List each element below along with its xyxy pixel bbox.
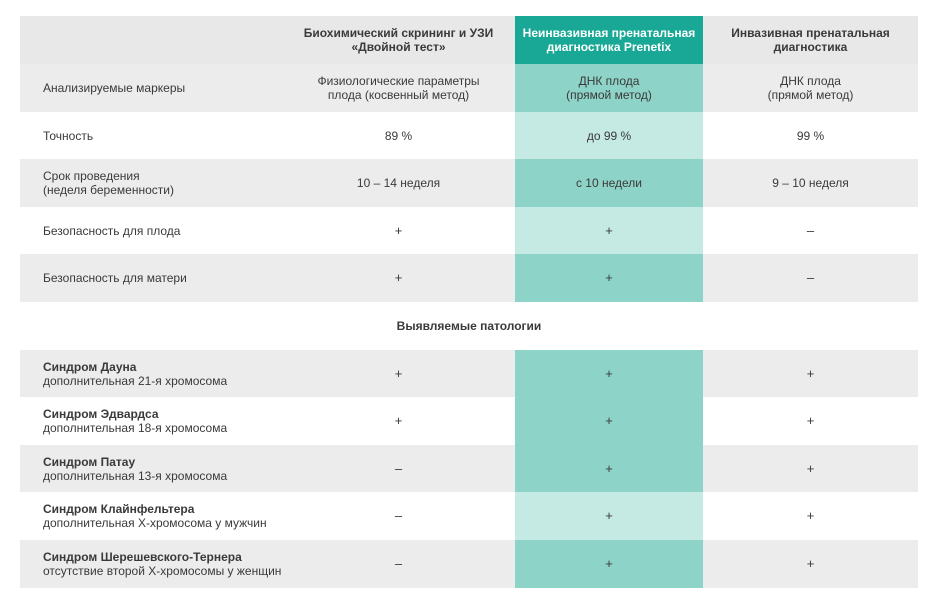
row-value-double-test: + [394, 222, 403, 238]
row-value-double-test: 89 % [384, 128, 413, 143]
pathology-desc: дополнительная 13-я хромосома [43, 468, 228, 483]
table-row: Синдром Эдвардса дополнительная 18-я хром… [20, 397, 918, 445]
row-value-invasive: 9 – 10 неделя [703, 159, 918, 207]
table-header: Биохимический скрининг и УЗИ «Двойной те… [20, 16, 918, 64]
row-value-prenetix: + [515, 207, 703, 254]
table-row: Синдром Патау дополнительная 13-я хромосо… [20, 445, 918, 492]
table-row: Точность 89 % до 99 % 99 % [20, 112, 918, 159]
row-value-prenetix: ДНК плода (прямой метод) [515, 64, 703, 112]
row-value-prenetix: + [515, 254, 703, 302]
table-row: Срок проведения (неделя беременности) 10… [20, 159, 918, 207]
row-value-double-test: + [282, 350, 515, 397]
row-value-prenetix: + [515, 445, 703, 492]
row-value-invasive: + [703, 540, 918, 588]
pathology-desc: дополнительная 18-я хромосома [43, 421, 228, 435]
row-value-double-test: + [282, 254, 515, 302]
row-label: Срок проведения (неделя беременности) [20, 159, 282, 207]
pathology-label: Синдром Шерешевского-Тернера отсутствие в… [20, 540, 282, 588]
row-value-invasive: + [703, 445, 918, 492]
table-row: Анализируемые маркеры Физиологические па… [20, 64, 918, 112]
header-empty-cell [20, 16, 282, 64]
row-value-invasive: ДНК плода (прямой метод) [703, 64, 918, 112]
table-row: Безопасность для матери + + – [20, 254, 918, 302]
row-value-invasive: – [703, 254, 918, 302]
row-value-prenetix: с 10 недели [515, 159, 703, 207]
row-label: Безопасность для плода [43, 223, 181, 238]
header-invasive: Инвазивная пренатальная диагностика [703, 16, 918, 64]
header-prenetix: Неинвазивная пренатальная диагностика Pr… [515, 16, 703, 64]
pathology-label: Синдром Эдвардса дополнительная 18-я хром… [20, 397, 282, 445]
row-value-prenetix: + [515, 397, 703, 445]
pathology-name: Синдром Дауна [43, 359, 137, 374]
pathology-name: Синдром Эдвардса [43, 407, 159, 421]
row-value-prenetix: + [515, 492, 703, 540]
row-value-invasive: 99 % [796, 128, 825, 143]
pathology-label: Синдром Дауна дополнительная 21-я хромосо… [20, 350, 282, 397]
row-value-double-test: – [394, 508, 403, 523]
row-value-invasive: + [703, 350, 918, 397]
pathology-desc: отсутствие второй X-хромосомы у женщин [43, 564, 282, 578]
pathology-name: Синдром Патау [43, 454, 136, 469]
row-value-prenetix: + [515, 350, 703, 397]
table-row: Безопасность для плода + + – [20, 207, 918, 254]
row-value-double-test: – [282, 540, 515, 588]
row-label: Анализируемые маркеры [20, 64, 282, 112]
pathology-name: Синдром Шерешевского-Тернера [43, 550, 242, 564]
pathology-name: Синдром Клайнфельтера [43, 502, 195, 516]
table-row: Синдром Клайнфельтера дополнительная X-хр… [20, 492, 918, 540]
pathology-label: Синдром Клайнфельтера дополнительная X-хр… [20, 492, 282, 540]
row-value-double-test: Физиологические параметры плода (косвенн… [282, 64, 515, 112]
table-row: Синдром Шерешевского-Тернера отсутствие в… [20, 540, 918, 588]
row-value-prenetix: до 99 % [515, 112, 703, 159]
pathology-desc: дополнительная X-хромосома у мужчин [43, 516, 267, 530]
row-value-prenetix: + [515, 540, 703, 588]
row-value-invasive: + [806, 413, 815, 428]
pathology-desc: дополнительная 21-я хромосома [43, 373, 228, 388]
row-value-invasive: + [806, 508, 815, 523]
row-label: Точность [43, 128, 94, 143]
row-label: Безопасность для матери [20, 254, 282, 302]
row-value-double-test: 10 – 14 неделя [282, 159, 515, 207]
pathology-label: Синдром Патау дополнительная 13-я хромосо… [20, 445, 282, 492]
row-value-double-test: – [282, 445, 515, 492]
table-row: Синдром Дауна дополнительная 21-я хромосо… [20, 350, 918, 397]
section-title: Выявляемые патологии [396, 319, 542, 333]
row-value-invasive: – [806, 222, 815, 238]
header-double-test: Биохимический скрининг и УЗИ «Двойной те… [282, 16, 515, 64]
row-value-double-test: + [394, 413, 403, 428]
